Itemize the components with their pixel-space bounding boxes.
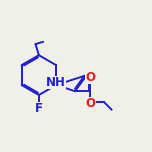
Text: NH: NH: [46, 76, 66, 89]
Text: F: F: [35, 102, 43, 115]
Text: O: O: [85, 97, 95, 110]
Text: O: O: [85, 71, 95, 84]
